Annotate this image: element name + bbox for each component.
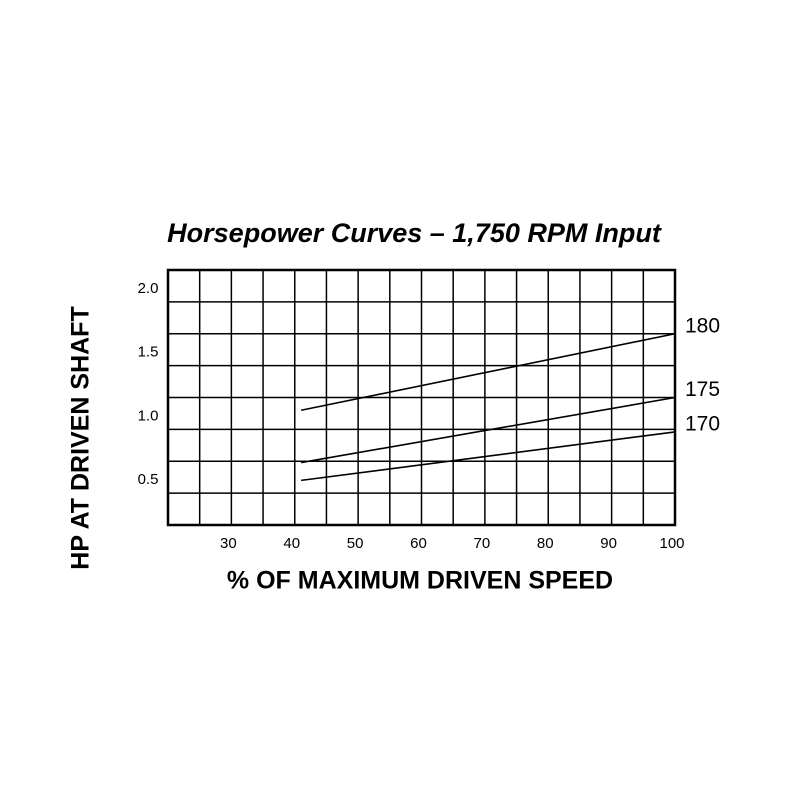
x-tick-label: 50 xyxy=(347,535,364,552)
x-tick-label: 70 xyxy=(474,535,491,552)
chart-title: Horsepower Curves – 1,750 RPM Input xyxy=(167,218,662,248)
x-tick-label: 80 xyxy=(537,535,554,552)
x-axis-label: % OF MAXIMUM DRIVEN SPEED xyxy=(227,567,613,595)
y-tick-label: 1.0 xyxy=(138,407,159,424)
y-tick-label: 1.5 xyxy=(138,344,159,361)
x-tick-label: 40 xyxy=(283,535,300,552)
y-tick-label: 0.5 xyxy=(138,471,159,488)
curve xyxy=(300,396,676,464)
curve xyxy=(300,431,676,482)
x-tick-label: 30 xyxy=(220,535,237,552)
curve-label: 170 xyxy=(685,412,720,435)
y-axis-label: HP AT DRIVEN SHAFT xyxy=(67,306,95,569)
x-tick-label: 100 xyxy=(659,535,684,552)
curve xyxy=(300,332,676,412)
curve-label: 175 xyxy=(685,378,720,401)
x-tick-label: 90 xyxy=(600,535,617,552)
y-tick-label: 2.0 xyxy=(138,280,159,297)
x-tick-label: 60 xyxy=(410,535,427,552)
curve-label: 180 xyxy=(685,314,720,337)
